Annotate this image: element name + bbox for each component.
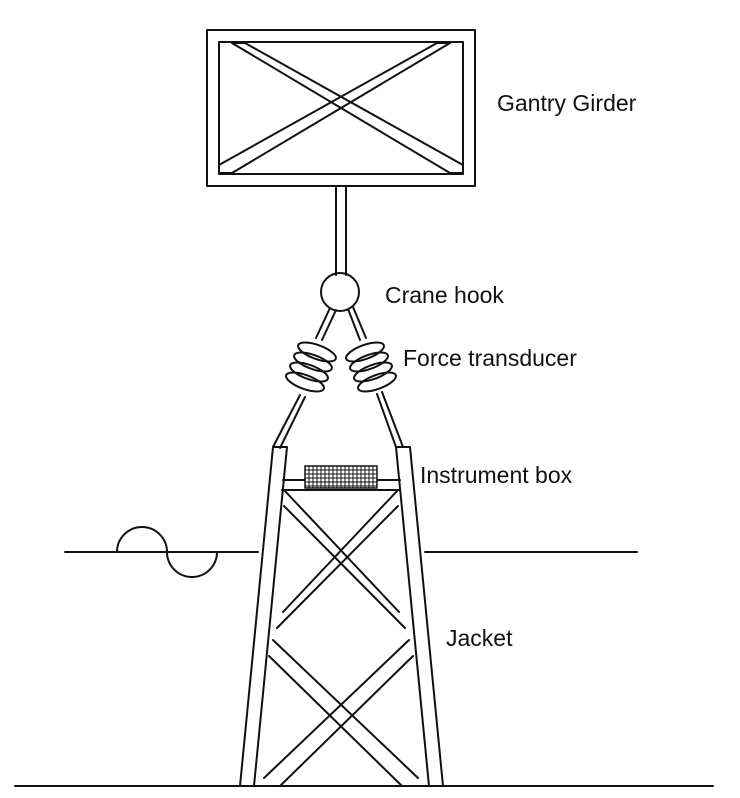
label-force-transducer: Force transducer [403,345,577,371]
x-brace-upper [276,489,406,629]
sling-right [347,306,404,448]
wave-symbol [116,526,218,578]
x-brace-lower [263,639,419,787]
force-transducer-left [285,341,337,393]
label-gantry-girder: Gantry Girder [497,90,637,116]
jacket-structure [239,446,444,787]
instrument-box [304,465,378,489]
jacket-leg-left [239,446,288,787]
jacket-leg-right [395,446,444,787]
label-crane-hook: Crane hook [385,282,504,308]
label-jacket: Jacket [446,625,513,651]
hanger-rod [335,185,347,276]
gantry-girder [206,29,476,187]
force-transducer-right [345,341,397,393]
crane-hook [320,272,360,312]
sling-left [272,307,337,449]
label-instrument-box: Instrument box [420,462,573,488]
